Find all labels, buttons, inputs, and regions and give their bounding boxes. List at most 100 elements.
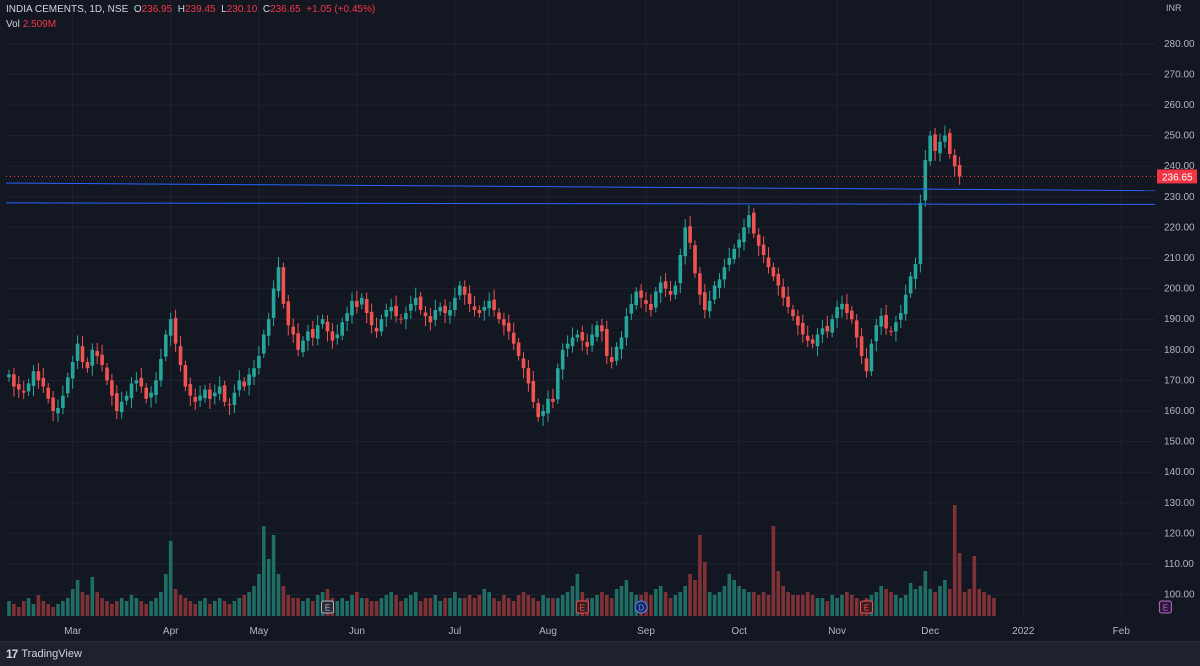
candle-body[interactable]: [766, 257, 771, 268]
candle-body[interactable]: [943, 135, 947, 142]
candle-body[interactable]: [222, 385, 227, 402]
candle-body[interactable]: [879, 316, 883, 327]
candle-body[interactable]: [46, 387, 50, 399]
candle-body[interactable]: [188, 384, 193, 396]
candle-body[interactable]: [654, 291, 658, 308]
candle-body[interactable]: [688, 226, 692, 243]
candle-body[interactable]: [51, 397, 55, 411]
candle-body[interactable]: [600, 325, 604, 332]
earnings-event-icon[interactable]: [860, 600, 873, 614]
candle-body[interactable]: [649, 303, 653, 311]
candle-body[interactable]: [95, 351, 99, 356]
candle-body[interactable]: [629, 303, 634, 314]
volume-key[interactable]: Vol: [6, 19, 20, 30]
candle-body[interactable]: [546, 398, 550, 414]
candle-body[interactable]: [516, 342, 521, 356]
candle-body[interactable]: [771, 267, 776, 277]
candle-body[interactable]: [938, 141, 942, 154]
candle-body[interactable]: [884, 314, 888, 329]
candle-body[interactable]: [507, 322, 511, 332]
candle-body[interactable]: [918, 202, 923, 265]
candle-body[interactable]: [124, 395, 129, 401]
candle-body[interactable]: [752, 212, 756, 234]
candle-body[interactable]: [56, 407, 60, 414]
candle-body[interactable]: [154, 380, 158, 396]
candle-body[interactable]: [850, 310, 854, 320]
candle-body[interactable]: [345, 313, 349, 322]
horizontal-trend-line[interactable]: [5, 182, 1156, 192]
candle-body[interactable]: [242, 381, 246, 387]
candle-body[interactable]: [835, 306, 839, 318]
candle-body[interactable]: [335, 334, 340, 339]
candle-body[interactable]: [257, 355, 261, 369]
candle-body[interactable]: [315, 325, 320, 339]
candle-body[interactable]: [394, 305, 398, 317]
candle-body[interactable]: [747, 215, 751, 228]
candle-body[interactable]: [913, 264, 918, 279]
candle-body[interactable]: [678, 254, 683, 284]
candle-body[interactable]: [418, 296, 423, 311]
candle-body[interactable]: [903, 294, 908, 315]
candle-body[interactable]: [389, 306, 393, 312]
candle-body[interactable]: [698, 273, 702, 295]
candle-body[interactable]: [668, 291, 673, 295]
candle-body[interactable]: [707, 300, 712, 312]
candle-body[interactable]: [330, 331, 335, 341]
candle-body[interactable]: [820, 328, 825, 335]
candle-body[interactable]: [364, 299, 369, 314]
candle-body[interactable]: [487, 300, 491, 309]
candle-body[interactable]: [232, 392, 237, 405]
candle-body[interactable]: [673, 285, 678, 295]
candle-body[interactable]: [311, 328, 315, 338]
candle-body[interactable]: [541, 411, 545, 416]
candle-body[interactable]: [595, 325, 599, 337]
candle-body[interactable]: [864, 358, 869, 372]
candle-body[interactable]: [159, 358, 163, 381]
candle-body[interactable]: [85, 362, 90, 369]
candle-body[interactable]: [609, 357, 614, 363]
candle-body[interactable]: [536, 403, 540, 418]
candle-body[interactable]: [580, 332, 585, 341]
candle-body[interactable]: [703, 292, 707, 311]
candle-body[interactable]: [139, 377, 144, 387]
candle-body[interactable]: [658, 282, 663, 293]
candle-body[interactable]: [624, 316, 629, 338]
candle-body[interactable]: [262, 334, 266, 354]
candle-body[interactable]: [899, 313, 903, 320]
candle-body[interactable]: [693, 245, 697, 274]
candle-body[interactable]: [90, 349, 95, 366]
candle-body[interactable]: [281, 267, 286, 304]
candle-body[interactable]: [178, 346, 183, 366]
candle-body[interactable]: [497, 312, 501, 320]
candle-body[interactable]: [110, 380, 114, 396]
price-chart[interactable]: 280.00 270.00 260.00 250.00 240.00 230.00 220.…: [0, 0, 1200, 641]
candle-body[interactable]: [923, 160, 928, 201]
candle-body[interactable]: [164, 334, 168, 357]
candle-body[interactable]: [801, 322, 805, 335]
candle-body[interactable]: [531, 381, 536, 402]
candle-body[interactable]: [889, 330, 893, 332]
candle-body[interactable]: [413, 297, 418, 306]
candle-body[interactable]: [301, 340, 305, 353]
candle-body[interactable]: [149, 392, 153, 398]
candle-body[interactable]: [26, 383, 31, 392]
candle-body[interactable]: [511, 332, 516, 344]
earnings-event-icon[interactable]: [575, 600, 589, 614]
candle-body[interactable]: [448, 310, 452, 316]
candle-body[interactable]: [952, 155, 957, 167]
candle-body[interactable]: [355, 300, 359, 307]
candle-body[interactable]: [203, 389, 207, 399]
candle-body[interactable]: [428, 316, 433, 323]
candle-body[interactable]: [482, 306, 487, 311]
candle-body[interactable]: [173, 317, 178, 344]
candle-body[interactable]: [12, 374, 16, 387]
candle-body[interactable]: [948, 133, 952, 154]
candle-body[interactable]: [271, 288, 276, 318]
candle-body[interactable]: [443, 305, 447, 314]
candle-body[interactable]: [854, 320, 859, 338]
candle-body[interactable]: [585, 341, 589, 347]
candle-body[interactable]: [276, 267, 281, 292]
candle-body[interactable]: [100, 354, 104, 366]
candle-body[interactable]: [21, 390, 26, 393]
candle-body[interactable]: [41, 377, 46, 387]
